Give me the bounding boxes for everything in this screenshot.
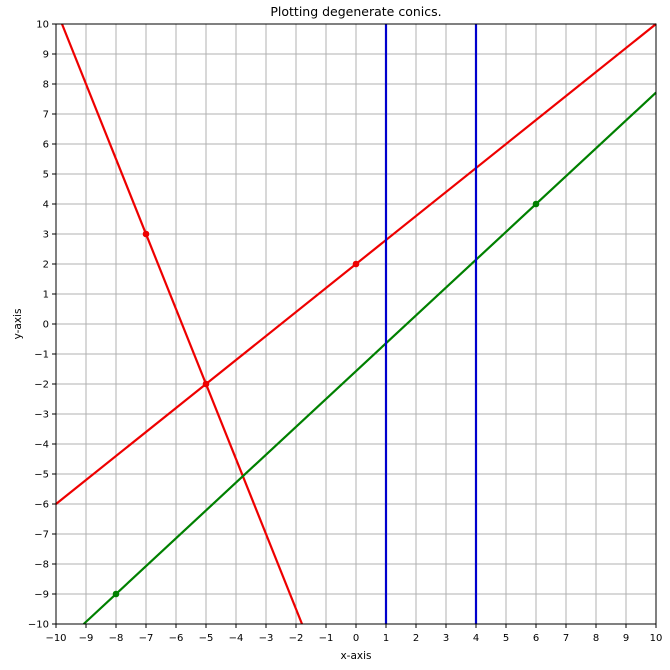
y-tick-label: 5 [43,170,49,181]
y-tick-label: 6 [43,140,49,151]
y-tick-label: 10 [36,20,49,31]
x-tick-label: 8 [593,633,599,644]
data-point-marker [202,380,210,388]
y-tick-label: −3 [34,410,49,421]
x-tick-label: 2 [413,633,419,644]
axis-ticks: −10 −9 −8 −7 −6 −5 −4 −3 −2 −1 0 1 2 3 4 5 6 7 8 9 10−10−9−8… [28,20,662,645]
x-tick-label: −5 [199,633,214,644]
x-tick-label: 1 [383,633,389,644]
x-axis-label: x-axis [340,650,371,662]
y-tick-label: 4 [43,200,49,211]
y-tick-label: 8 [43,80,49,91]
y-tick-label: −9 [34,590,49,601]
x-tick-label: −4 [229,633,244,644]
grid [55,23,657,625]
green-line [82,91,657,625]
x-tick-label: −6 [169,633,184,644]
x-tick-label: 7 [563,633,569,644]
y-tick-label: −5 [34,470,49,481]
y-tick-label: −6 [34,500,49,511]
y-tick-label: −10 [28,620,49,631]
x-tick-label: −9 [79,633,94,644]
x-tick-label: 6 [533,633,539,644]
x-tick-label: −1 [319,633,334,644]
red-line-negative-slope [60,23,304,625]
x-tick-label: 5 [503,633,509,644]
y-tick-label: 7 [43,110,49,121]
x-tick-label: 0 [353,633,359,644]
x-tick-label: 3 [443,633,449,644]
data-point-markers [112,200,540,598]
x-tick-label: 10 [650,633,663,644]
x-tick-label: 4 [473,633,479,644]
x-tick-label: −3 [259,633,274,644]
y-tick-label: −1 [34,350,49,361]
x-tick-label: −2 [289,633,304,644]
y-tick-label: −7 [34,530,49,541]
x-tick-label: 9 [623,633,629,644]
data-point-marker [142,230,150,238]
x-tick-label: −7 [139,633,154,644]
y-tick-label: 0 [43,320,49,331]
y-tick-label: −2 [34,380,49,391]
y-tick-label: 2 [43,260,49,271]
y-tick-label: 1 [43,290,49,301]
y-tick-label: −4 [34,440,49,451]
y-tick-label: 3 [43,230,49,241]
y-tick-label: 9 [43,50,49,61]
chart-title: Plotting degenerate conics. [270,4,441,19]
y-axis-label: y-axis [12,309,24,340]
data-point-marker [112,590,120,598]
data-point-marker [352,260,360,268]
x-tick-label: −10 [45,633,66,644]
y-tick-label: −8 [34,560,49,571]
data-point-marker [532,200,540,208]
x-tick-label: −8 [109,633,124,644]
